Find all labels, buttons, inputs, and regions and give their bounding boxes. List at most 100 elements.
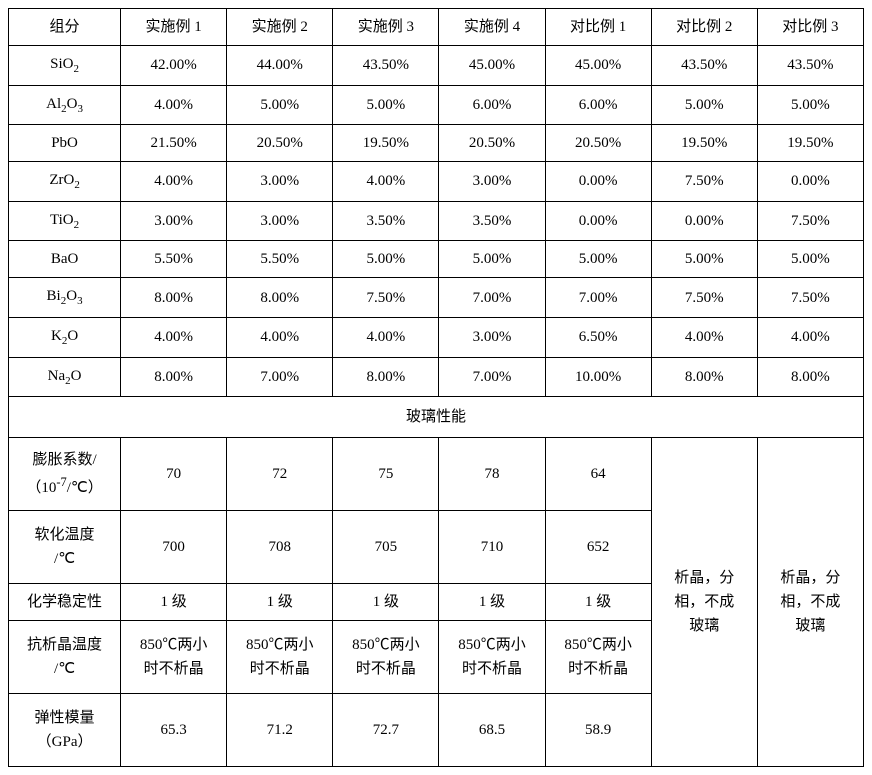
cell: 8.00%	[757, 357, 863, 397]
cell: 0.00%	[545, 162, 651, 202]
cell: 7.50%	[651, 162, 757, 202]
cell: 5.00%	[757, 85, 863, 125]
col-header: 实施例 4	[439, 9, 545, 46]
cell: 78	[439, 438, 545, 511]
cell: 850℃两小时不析晶	[333, 621, 439, 694]
cell: 45.00%	[439, 46, 545, 86]
merged-note-cell: 析晶，分相，不成玻璃	[651, 438, 757, 767]
cell: 8.00%	[121, 357, 227, 397]
cell: 1 级	[121, 584, 227, 621]
cell: 5.00%	[651, 241, 757, 278]
cell: 10.00%	[545, 357, 651, 397]
cell: 850℃两小时不析晶	[121, 621, 227, 694]
row-label: TiO2	[9, 201, 121, 241]
cell: 75	[333, 438, 439, 511]
col-header: 对比例 2	[651, 9, 757, 46]
row-label: 膨胀系数/（10-7/℃）	[9, 438, 121, 511]
cell: 43.50%	[333, 46, 439, 86]
cell: 68.5	[439, 694, 545, 767]
row-label: Na2O	[9, 357, 121, 397]
row-label: BaO	[9, 241, 121, 278]
merged-note-cell: 析晶，分相，不成玻璃	[757, 438, 863, 767]
table-row: TiO23.00%3.00%3.50%3.50%0.00%0.00%7.50%	[9, 201, 864, 241]
cell: 0.00%	[545, 201, 651, 241]
cell: 19.50%	[333, 125, 439, 162]
cell: 44.00%	[227, 46, 333, 86]
cell: 65.3	[121, 694, 227, 767]
cell: 7.50%	[757, 201, 863, 241]
cell: 710	[439, 511, 545, 584]
col-header: 实施例 3	[333, 9, 439, 46]
table-row: Al2O34.00%5.00%5.00%6.00%6.00%5.00%5.00%	[9, 85, 864, 125]
cell: 1 级	[333, 584, 439, 621]
cell: 1 级	[545, 584, 651, 621]
cell: 5.00%	[545, 241, 651, 278]
cell: 7.00%	[439, 278, 545, 318]
cell: 20.50%	[227, 125, 333, 162]
cell: 70	[121, 438, 227, 511]
cell: 6.00%	[439, 85, 545, 125]
cell: 8.00%	[333, 357, 439, 397]
table-row: 膨胀系数/（10-7/℃）7072757864析晶，分相，不成玻璃析晶，分相，不…	[9, 438, 864, 511]
cell: 6.50%	[545, 317, 651, 357]
cell: 4.00%	[121, 317, 227, 357]
row-label: 弹性模量（GPa）	[9, 694, 121, 767]
cell: 0.00%	[651, 201, 757, 241]
row-label: 抗析晶温度/℃	[9, 621, 121, 694]
table-row: Na2O8.00%7.00%8.00%7.00%10.00%8.00%8.00%	[9, 357, 864, 397]
row-label: K2O	[9, 317, 121, 357]
cell: 5.00%	[333, 241, 439, 278]
table-row: ZrO24.00%3.00%4.00%3.00%0.00%7.50%0.00%	[9, 162, 864, 202]
cell: 3.00%	[227, 201, 333, 241]
cell: 72	[227, 438, 333, 511]
cell: 21.50%	[121, 125, 227, 162]
header-row: 组分 实施例 1 实施例 2 实施例 3 实施例 4 对比例 1 对比例 2 对…	[9, 9, 864, 46]
cell: 4.00%	[757, 317, 863, 357]
cell: 5.50%	[121, 241, 227, 278]
table-row: SiO242.00%44.00%43.50%45.00%45.00%43.50%…	[9, 46, 864, 86]
cell: 5.50%	[227, 241, 333, 278]
cell: 1 级	[227, 584, 333, 621]
cell: 8.00%	[121, 278, 227, 318]
cell: 45.00%	[545, 46, 651, 86]
cell: 4.00%	[227, 317, 333, 357]
cell: 5.00%	[333, 85, 439, 125]
cell: 71.2	[227, 694, 333, 767]
cell: 850℃两小时不析晶	[545, 621, 651, 694]
col-header: 对比例 3	[757, 9, 863, 46]
row-label: ZrO2	[9, 162, 121, 202]
cell: 5.00%	[439, 241, 545, 278]
table-row: PbO21.50%20.50%19.50%20.50%20.50%19.50%1…	[9, 125, 864, 162]
cell: 850℃两小时不析晶	[227, 621, 333, 694]
cell: 5.00%	[227, 85, 333, 125]
cell: 58.9	[545, 694, 651, 767]
cell: 7.00%	[227, 357, 333, 397]
cell: 4.00%	[333, 162, 439, 202]
row-label: Al2O3	[9, 85, 121, 125]
cell: 43.50%	[757, 46, 863, 86]
cell: 7.50%	[757, 278, 863, 318]
col-header: 实施例 1	[121, 9, 227, 46]
cell: 7.00%	[439, 357, 545, 397]
table-row: BaO5.50%5.50%5.00%5.00%5.00%5.00%5.00%	[9, 241, 864, 278]
cell: 72.7	[333, 694, 439, 767]
cell: 850℃两小时不析晶	[439, 621, 545, 694]
cell: 8.00%	[651, 357, 757, 397]
row-label: 软化温度/℃	[9, 511, 121, 584]
cell: 3.00%	[439, 317, 545, 357]
row-label: PbO	[9, 125, 121, 162]
cell: 8.00%	[227, 278, 333, 318]
row-label: Bi2O3	[9, 278, 121, 318]
table-row: Bi2O38.00%8.00%7.50%7.00%7.00%7.50%7.50%	[9, 278, 864, 318]
cell: 19.50%	[651, 125, 757, 162]
section-row: 玻璃性能	[9, 397, 864, 438]
row-label: 化学稳定性	[9, 584, 121, 621]
cell: 652	[545, 511, 651, 584]
cell: 7.00%	[545, 278, 651, 318]
cell: 3.50%	[439, 201, 545, 241]
table-row: K2O4.00%4.00%4.00%3.00%6.50%4.00%4.00%	[9, 317, 864, 357]
cell: 705	[333, 511, 439, 584]
cell: 1 级	[439, 584, 545, 621]
cell: 4.00%	[121, 85, 227, 125]
col-header: 实施例 2	[227, 9, 333, 46]
